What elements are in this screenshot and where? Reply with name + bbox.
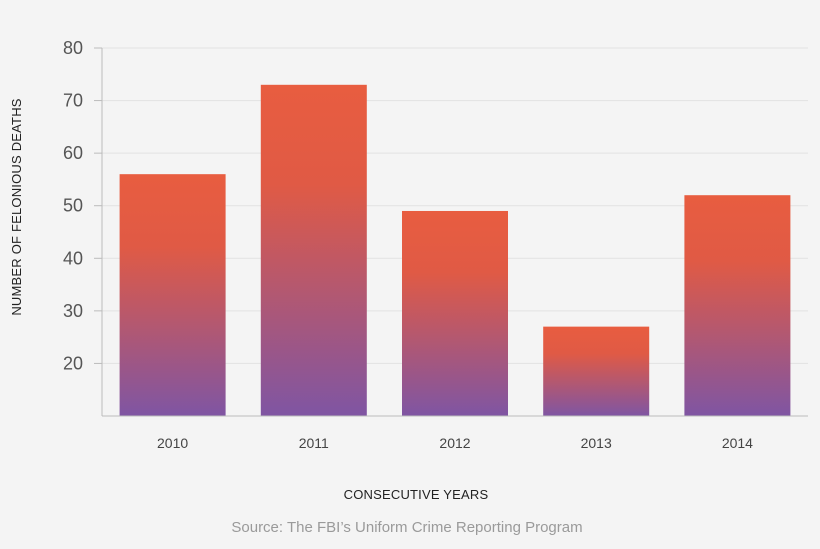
- y-tick-label: 70: [63, 91, 83, 111]
- y-axis-title: NUMBER OF FELONIOUS DEATHS: [9, 98, 24, 315]
- x-tick-label: 2010: [157, 435, 188, 451]
- x-axis-title: CONSECUTIVE YEARS: [344, 487, 489, 502]
- x-tick-label: 2011: [299, 435, 329, 451]
- bar-2011: [260, 84, 367, 417]
- y-tick-label: 50: [63, 196, 83, 216]
- y-tick-label: 30: [63, 301, 83, 321]
- bar-2010: [119, 174, 226, 416]
- bar-2013: [543, 326, 650, 416]
- x-tick-label: 2013: [581, 435, 612, 451]
- x-axis-ticks: 2010 2011 2012 2013 2014: [157, 435, 753, 451]
- bar-2012: [402, 210, 508, 416]
- x-tick-label: 2014: [722, 435, 753, 451]
- y-tick-label: 20: [63, 353, 83, 373]
- bar-2014: [684, 195, 791, 416]
- bars: [119, 84, 791, 417]
- x-tick-label: 2012: [439, 435, 470, 451]
- y-tick-label: 80: [63, 38, 83, 58]
- y-axis-ticks: 20 30 40 50 60 70 80: [63, 38, 102, 373]
- source-note: Source: The FBI’s Uniform Crime Reportin…: [231, 519, 582, 536]
- y-tick-label: 40: [63, 248, 83, 268]
- y-tick-label: 60: [63, 143, 83, 163]
